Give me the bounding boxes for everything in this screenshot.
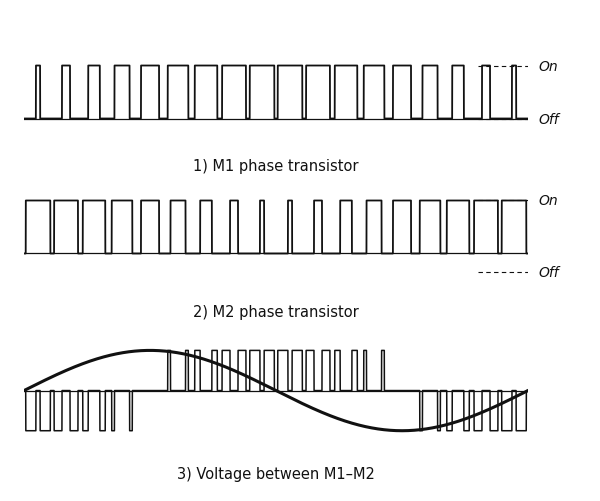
Text: On: On xyxy=(538,60,558,73)
Text: Off: Off xyxy=(538,266,559,280)
Text: 3) Voltage between M1–M2: 3) Voltage between M1–M2 xyxy=(177,466,375,481)
Text: 1) M1 phase transistor: 1) M1 phase transistor xyxy=(193,159,359,174)
Text: Off: Off xyxy=(538,112,559,126)
Text: On: On xyxy=(538,194,558,208)
Text: 2) M2 phase transistor: 2) M2 phase transistor xyxy=(193,304,359,319)
